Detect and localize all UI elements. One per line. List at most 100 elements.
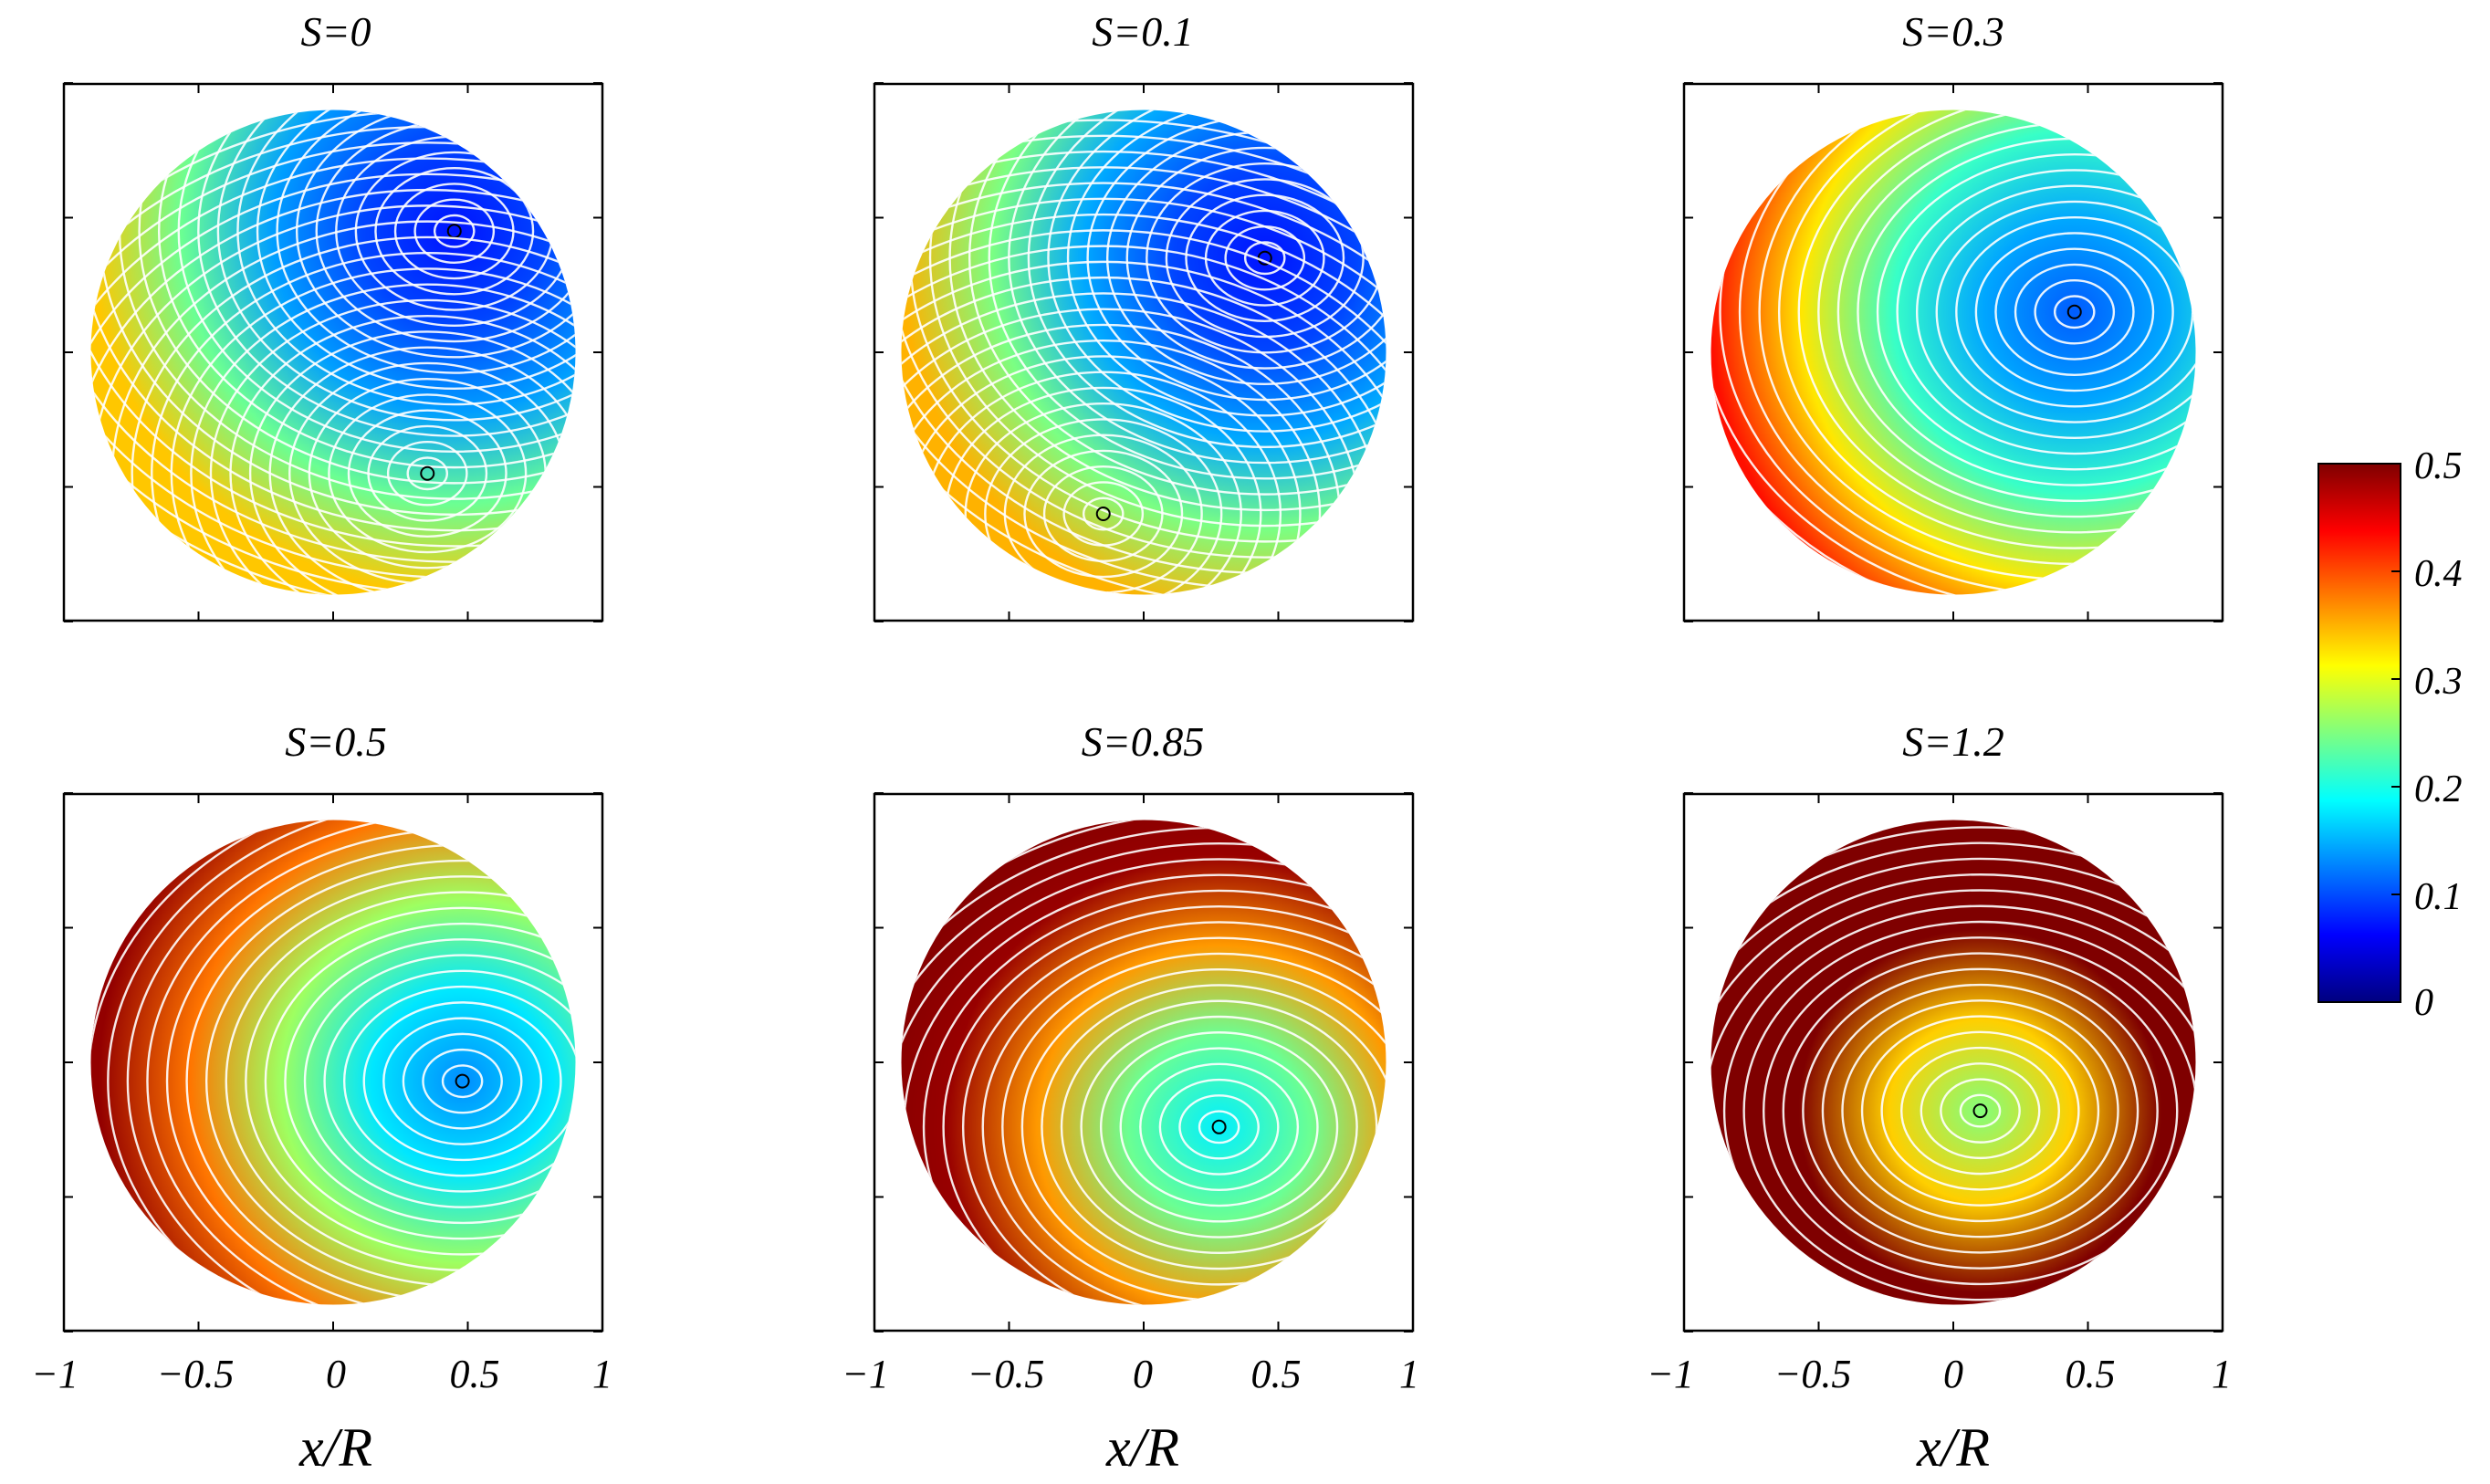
colorbar-tick-label: 0 (2414, 982, 2433, 1024)
streamline (1027, 110, 1386, 449)
vortex-core (420, 465, 435, 481)
x-tick-label: 1 (592, 1352, 612, 1396)
streamline (2053, 295, 2096, 329)
streamline (1711, 873, 2196, 1305)
streamline (1082, 496, 1125, 531)
contour-field (901, 820, 1386, 1305)
x-tick-label: 0.5 (2066, 1352, 2116, 1396)
streamline (1959, 1093, 2002, 1128)
streamline (1920, 1062, 2041, 1160)
x-tick-label: 1 (2212, 1352, 2232, 1396)
streamline (406, 456, 449, 491)
streamline (342, 985, 576, 1177)
streamline (90, 172, 576, 595)
streamline (138, 110, 576, 485)
panel-s12 (1682, 792, 2224, 1332)
streamlines (901, 110, 1386, 595)
streamline (1763, 936, 2196, 1286)
streamline (928, 110, 1386, 528)
streamline (1047, 110, 1386, 433)
streamline (1125, 146, 1386, 370)
streamline (382, 1017, 543, 1145)
panel-title-0: S=0 (300, 8, 371, 55)
colorbar-tick-label: 0.1 (2414, 876, 2463, 918)
panel-s01 (873, 82, 1415, 622)
streamline (1711, 841, 2196, 1305)
panel-title-3: S=0.5 (285, 718, 387, 765)
streamline (276, 110, 576, 374)
streamline (2014, 263, 2135, 361)
streamline (1821, 983, 2140, 1238)
streamline (1165, 178, 1365, 339)
x-tick-label: 1 (1399, 1352, 1419, 1396)
streamline (968, 110, 1386, 496)
streamline (1935, 200, 2196, 423)
streamline (1994, 247, 2155, 376)
streamline (1185, 193, 1345, 322)
vortex-core (1972, 1103, 1988, 1119)
streamline (922, 889, 1386, 1305)
streamline (901, 182, 1386, 595)
streamline (151, 251, 576, 595)
streamline (901, 197, 1386, 595)
streamline (1008, 110, 1386, 465)
streamline (1777, 110, 2196, 549)
x-tick-label: 0 (1943, 1352, 1963, 1396)
streamline (90, 110, 576, 548)
streamline (323, 969, 576, 1193)
streamline (362, 1001, 562, 1162)
streamline (90, 110, 576, 563)
streamline (422, 1048, 503, 1114)
streamline (328, 393, 528, 554)
streamline (1797, 110, 2196, 534)
streamline (264, 922, 576, 1240)
streamline (961, 921, 1386, 1305)
streamlines (901, 820, 1386, 1305)
streamline (1020, 968, 1386, 1286)
vortex-core (1095, 507, 1111, 521)
panel-title-1: S=0.1 (1092, 8, 1194, 55)
x-tick-label: −1 (842, 1352, 889, 1396)
streamline (901, 110, 1386, 559)
panel-s085 (873, 792, 1415, 1332)
streamline (295, 110, 576, 359)
streamline (229, 314, 576, 595)
streamline (236, 110, 576, 406)
streamline (402, 1032, 523, 1130)
streamline (1139, 1062, 1300, 1192)
streamline (126, 820, 576, 1305)
streamline (1817, 110, 2196, 518)
streamline (303, 954, 576, 1208)
x-tick-label: −0.5 (1774, 1352, 1852, 1396)
streamline (901, 229, 1386, 595)
streamline (1900, 1046, 2060, 1176)
streamline (248, 330, 576, 595)
streamline (1243, 241, 1286, 276)
x-tick-label: −1 (1647, 1352, 1694, 1396)
streamline (170, 267, 576, 595)
panel-title-2: S=0.3 (1902, 8, 2004, 55)
streamline (981, 936, 1386, 1305)
streamline (1080, 1015, 1358, 1238)
streamline (1974, 232, 2174, 392)
streamlines (1711, 820, 2196, 1305)
panel-s05 (62, 792, 604, 1332)
streamline (1060, 999, 1378, 1255)
x-axis-label: x/R (1916, 1417, 1990, 1478)
streamline (1841, 999, 2119, 1223)
streamline (131, 235, 576, 595)
x-tick-label: 0 (1133, 1352, 1153, 1396)
vortex-core (2066, 304, 2082, 319)
streamline (901, 858, 1386, 1305)
colorbar-tick-label: 0.3 (2414, 661, 2463, 703)
streamline (1876, 152, 2196, 471)
streamline (413, 198, 496, 264)
streamline (386, 441, 468, 507)
streamline (367, 424, 488, 522)
streamline (1099, 1031, 1339, 1223)
streamline (1119, 1047, 1319, 1207)
streamline (901, 119, 1386, 595)
streamline (901, 260, 1386, 595)
streamline (901, 213, 1386, 595)
x-axis-label: x/R (1105, 1417, 1179, 1478)
